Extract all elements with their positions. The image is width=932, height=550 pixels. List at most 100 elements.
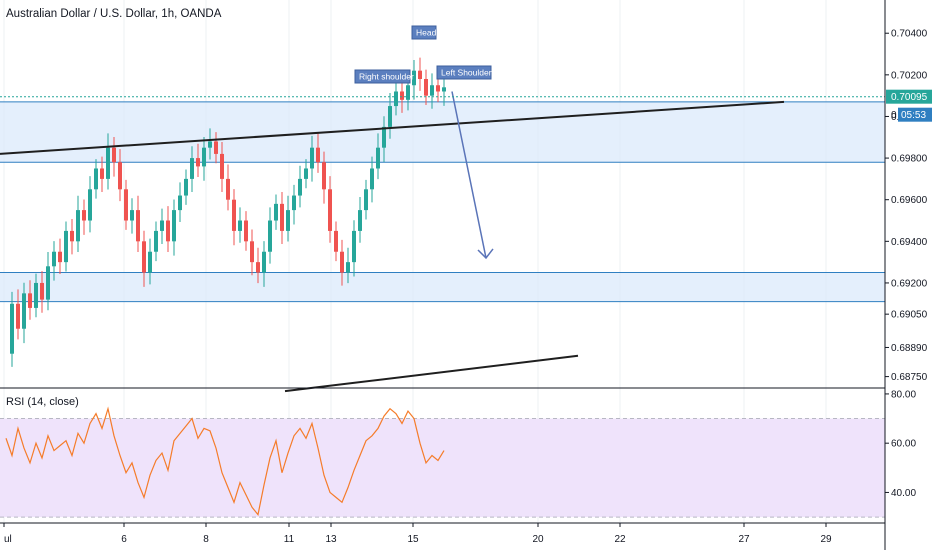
time-tick-label: 27 xyxy=(738,534,750,545)
candle-body xyxy=(34,282,38,308)
candle-body xyxy=(64,230,68,263)
candle xyxy=(442,76,446,106)
candle xyxy=(88,176,92,233)
candle-body xyxy=(10,303,14,354)
candle-body xyxy=(160,220,164,231)
candle xyxy=(292,184,296,225)
candle-body xyxy=(100,168,104,179)
candle-body xyxy=(406,85,410,100)
candle-body xyxy=(286,210,290,231)
candle-body xyxy=(316,147,320,163)
candle xyxy=(388,92,392,139)
price-tick-label: 0.69800 xyxy=(891,154,928,165)
candle xyxy=(58,238,62,274)
candle xyxy=(238,207,242,243)
candle-body xyxy=(370,168,374,190)
candle xyxy=(46,251,50,311)
candle xyxy=(34,273,38,318)
candle-body xyxy=(208,141,212,148)
support-zone-fill xyxy=(0,272,885,302)
candle-body xyxy=(364,189,368,211)
candle xyxy=(106,133,110,190)
rsi-line xyxy=(5,406,445,516)
candle-body xyxy=(244,220,248,242)
candle-body xyxy=(310,147,314,169)
last-price-tag: 0.70095 xyxy=(886,89,932,104)
candle-body xyxy=(196,158,200,167)
candle-body xyxy=(322,162,326,190)
candle-body xyxy=(166,220,170,242)
candle xyxy=(424,69,428,106)
candle xyxy=(190,146,194,193)
candle-body xyxy=(220,153,224,179)
candle-body xyxy=(22,293,26,329)
candle-body xyxy=(430,85,434,96)
annotation-head: Head xyxy=(411,25,437,40)
candle-body xyxy=(106,147,110,179)
candle xyxy=(370,156,374,203)
support-zone xyxy=(0,272,885,303)
candle-body xyxy=(214,141,218,154)
rsi-tick-label: 80.00 xyxy=(891,389,916,400)
candle-body xyxy=(436,85,440,92)
candle xyxy=(346,247,350,284)
annotation-box xyxy=(354,69,411,84)
candle-body xyxy=(382,126,386,148)
candle xyxy=(280,192,284,245)
candle-body xyxy=(130,210,134,221)
price-tick-label: 0.69200 xyxy=(891,278,928,289)
candle-body xyxy=(88,189,92,221)
annotation-text: Right shoulder xyxy=(359,72,414,82)
candle-body xyxy=(292,195,296,211)
candle xyxy=(328,176,332,243)
candle xyxy=(52,241,56,281)
candle xyxy=(130,198,134,234)
annotation-right-shoulder: Right shoulder xyxy=(354,69,414,84)
candle xyxy=(250,229,254,276)
candle xyxy=(256,247,260,284)
candle xyxy=(226,164,230,211)
candle-body xyxy=(16,303,20,329)
candle xyxy=(178,182,182,222)
candle-body xyxy=(442,87,446,92)
candle-body xyxy=(190,158,194,179)
candle-body xyxy=(262,251,266,273)
candle xyxy=(262,241,266,287)
annotation-text: Left Shoulder xyxy=(441,68,492,78)
candle-body xyxy=(412,70,416,86)
candle-body xyxy=(334,230,338,252)
candle xyxy=(376,133,380,180)
candle xyxy=(22,282,26,344)
countdown-tag-box xyxy=(898,107,932,122)
price-tick-label: 0.70400 xyxy=(891,29,928,40)
candle xyxy=(148,238,152,285)
candle-body xyxy=(172,210,176,242)
candle xyxy=(70,219,74,255)
candle xyxy=(364,179,368,220)
time-tick-label: 22 xyxy=(614,534,626,545)
lower-trend-line xyxy=(284,354,579,393)
projection-arrow-shaft xyxy=(451,91,487,259)
candle xyxy=(286,195,290,242)
candle-body xyxy=(154,230,158,252)
countdown-tag-text: 05:53 xyxy=(901,110,926,121)
candle-body xyxy=(148,251,152,273)
candle xyxy=(334,221,338,262)
candle xyxy=(10,291,14,367)
candle-body xyxy=(256,262,260,273)
price-tick-label: 0.70200 xyxy=(891,70,928,81)
annotation-box xyxy=(436,65,492,80)
candle-body xyxy=(328,189,332,231)
rsi-title: RSI (14, close) xyxy=(6,396,79,408)
candle xyxy=(316,133,320,173)
neckline-line xyxy=(0,100,785,155)
chart-title: Australian Dollar / U.S. Dollar, 1h, OAN… xyxy=(6,8,222,20)
projection-arrow xyxy=(451,91,494,260)
candle-body xyxy=(112,147,116,163)
annotation-text: Head xyxy=(416,28,437,38)
candle xyxy=(310,135,314,182)
candle xyxy=(358,196,362,243)
candle xyxy=(118,149,122,202)
